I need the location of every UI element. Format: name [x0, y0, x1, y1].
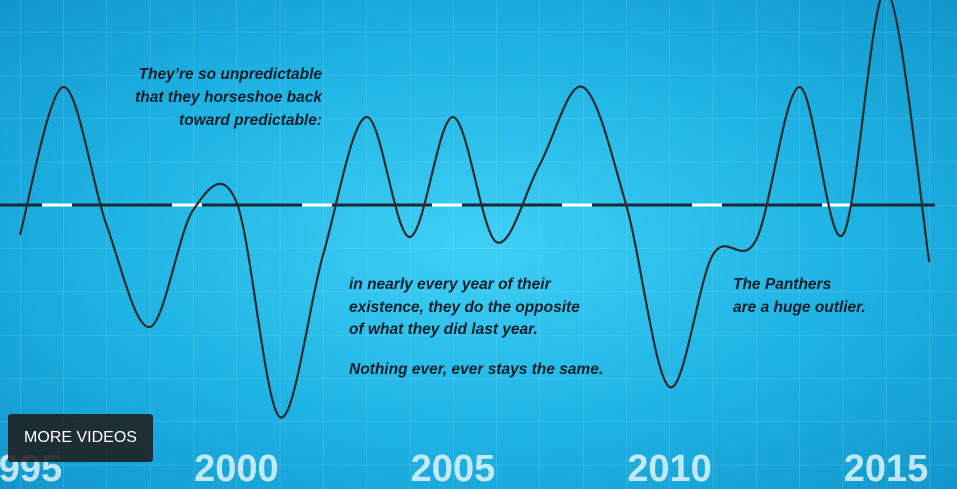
x-tick-label: 2005	[411, 448, 496, 489]
annotation: toward predictable:	[179, 112, 322, 129]
annotation: that they horseshoe back	[135, 89, 323, 106]
x-tick-label: 2015	[844, 448, 929, 489]
x-tick-label: 2010	[627, 448, 712, 489]
annotation: in nearly every year of their	[349, 276, 552, 293]
annotation: Nothing ever, ever stays the same.	[349, 361, 603, 378]
annotation: are a huge outlier.	[733, 299, 866, 316]
annotation: The Panthers	[733, 276, 832, 293]
line	[18, 0, 931, 419]
annotation: of what they did last year.	[349, 321, 538, 338]
more-videos-button[interactable]: MORE VIDEOS	[8, 414, 153, 462]
x-tick-label: 2000	[194, 448, 279, 489]
annotation: They’re so unpredictable	[139, 66, 323, 83]
annotation: existence, they do the opposite	[349, 299, 580, 316]
